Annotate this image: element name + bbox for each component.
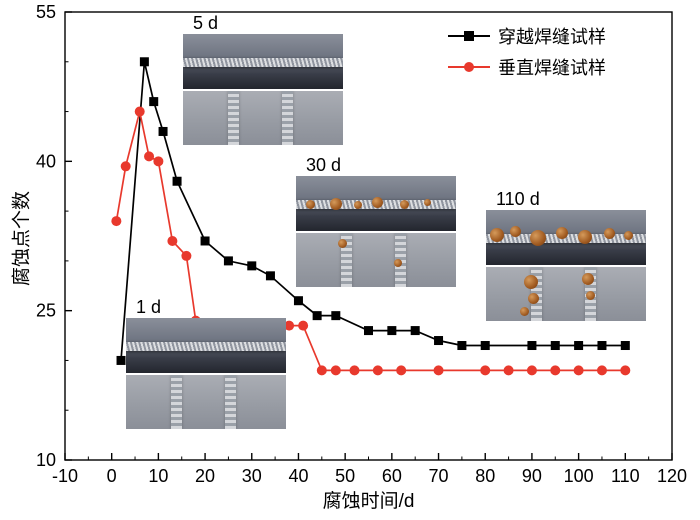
svg-text:20: 20 — [195, 466, 215, 486]
rust-spot-icon — [582, 273, 594, 285]
svg-text:110: 110 — [611, 466, 640, 486]
svg-text:80: 80 — [475, 466, 495, 486]
weld-seam-icon — [126, 342, 286, 351]
legend-square-marker-icon — [448, 29, 490, 43]
rust-spot-icon — [586, 291, 595, 300]
svg-text:10: 10 — [36, 450, 56, 470]
inset-30d-label: 30 d — [306, 155, 342, 175]
svg-text:10: 10 — [148, 466, 168, 486]
inset-1d-photo-top — [126, 318, 286, 373]
legend-label-perpendicular-weld: 垂直焊缝试样 — [498, 57, 606, 78]
inset-30d: 30 d — [296, 154, 456, 287]
inset-1d-label: 1 d — [136, 297, 162, 317]
inset-5d-label: 5 d — [193, 13, 219, 33]
svg-text:-10: -10 — [52, 466, 78, 486]
svg-text:40: 40 — [36, 151, 56, 171]
inset-5d: 5 d — [183, 12, 343, 145]
rust-spot-icon — [624, 231, 633, 240]
rust-spot-icon — [490, 228, 504, 242]
svg-text:90: 90 — [522, 466, 542, 486]
rust-spot-icon — [400, 200, 409, 209]
inset-1d-photo-bottom — [126, 375, 286, 429]
x-axis-label: 腐蚀时间/d — [322, 491, 415, 512]
inset-30d-photo-top — [296, 176, 456, 231]
rust-spot-icon — [330, 198, 342, 210]
weld-seam-icon — [183, 58, 343, 67]
vertical-weld-icon — [170, 375, 182, 429]
svg-text:30: 30 — [242, 466, 262, 486]
svg-text:120: 120 — [657, 466, 687, 486]
inset-110d-photo-bottom — [486, 267, 646, 321]
rust-spot-icon — [530, 230, 546, 246]
svg-text:25: 25 — [36, 301, 56, 321]
rust-spot-icon — [338, 239, 347, 248]
legend-item-perpendicular-weld: 垂直焊缝试样 — [448, 51, 606, 82]
inset-1d: 1 d — [126, 296, 286, 429]
rust-spot-icon — [578, 230, 592, 244]
inset-110d: 110 d — [486, 188, 646, 321]
rust-spot-icon — [556, 227, 568, 239]
svg-text:55: 55 — [36, 2, 56, 22]
vertical-weld-icon — [340, 233, 352, 287]
svg-text:40: 40 — [288, 466, 308, 486]
inset-110d-label: 110 d — [496, 189, 540, 209]
svg-text:60: 60 — [382, 466, 402, 486]
rust-spot-icon — [510, 226, 521, 237]
vertical-weld-icon — [282, 91, 294, 145]
y-axis-label: 腐蚀点个数 — [11, 191, 33, 287]
svg-text:100: 100 — [564, 466, 594, 486]
rust-spot-icon — [424, 199, 431, 206]
legend-circle-marker-icon — [448, 60, 490, 74]
inset-5d-photo-bottom — [183, 91, 343, 145]
rust-spot-icon — [528, 293, 539, 304]
weld-seam-icon — [486, 234, 646, 243]
rust-spot-icon — [524, 275, 538, 289]
inset-5d-photo-top — [183, 34, 343, 89]
rust-spot-icon — [354, 201, 362, 209]
rust-spot-icon — [520, 307, 529, 316]
svg-text:70: 70 — [429, 466, 449, 486]
vertical-weld-icon — [225, 375, 237, 429]
rust-spot-icon — [306, 200, 315, 209]
rust-spot-icon — [372, 197, 383, 208]
legend-label-through-weld: 穿越焊缝试样 — [498, 26, 606, 47]
legend-item-through-weld: 穿越焊缝试样 — [448, 20, 606, 51]
inset-110d-photo-top — [486, 210, 646, 265]
vertical-weld-icon — [227, 91, 239, 145]
inset-30d-photo-bottom — [296, 233, 456, 287]
rust-spot-icon — [394, 259, 402, 267]
legend: 穿越焊缝试样 垂直焊缝试样 — [448, 20, 606, 82]
svg-text:0: 0 — [107, 466, 117, 486]
svg-text:50: 50 — [335, 466, 355, 486]
rust-spot-icon — [604, 228, 615, 239]
